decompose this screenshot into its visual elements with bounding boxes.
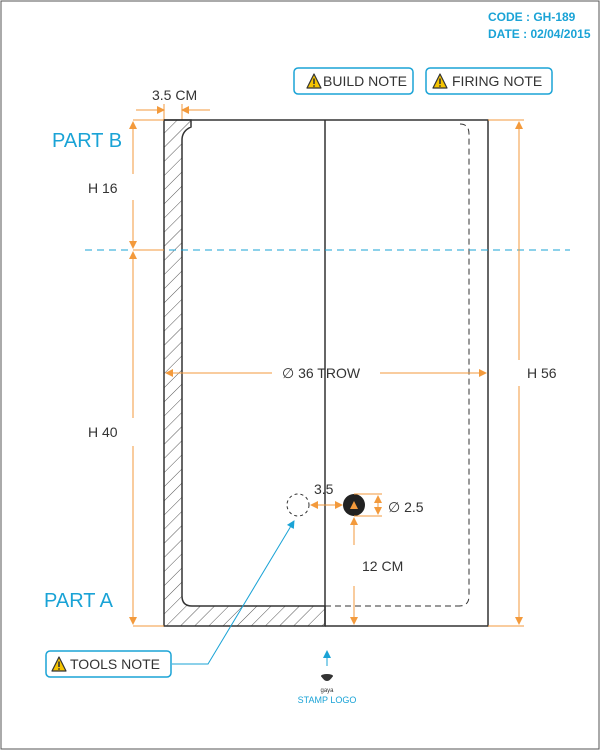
warning-icon (51, 656, 67, 672)
diameter-label: ∅ 36 TROW (282, 365, 361, 381)
part-a-label: PART A (44, 590, 114, 612)
part-a-height-label: H 40 (88, 424, 118, 440)
wall-section-hatched (163, 119, 326, 627)
stamp-logo-caption: STAMP LOGO (298, 695, 357, 705)
vessel-outline (325, 119, 489, 627)
total-height-label: H 56 (527, 365, 557, 381)
logo-brand: gaya (320, 688, 334, 694)
hole-height-label: 12 CM (362, 558, 403, 574)
hole-placeholder (286, 493, 310, 517)
firing-note-label: FIRING NOTE (452, 73, 542, 89)
build-note-button[interactable]: BUILD NOTE (293, 67, 414, 95)
stamp-logo-icon (321, 674, 333, 681)
hole-spacing-label: 3.5 (314, 481, 334, 497)
firing-note-button[interactable]: FIRING NOTE (425, 67, 553, 95)
warning-icon (432, 73, 448, 89)
inner-wall-hidden-line (458, 123, 470, 607)
drawing-code: CODE : GH-189 (488, 10, 576, 24)
drawing-date: DATE : 02/04/2015 (488, 27, 591, 41)
wall-thickness-label: 3.5 CM (152, 87, 197, 103)
tools-note-leader (172, 520, 295, 665)
tools-note-button[interactable]: TOOLS NOTE (45, 650, 172, 678)
hole-diameter-label: ∅ 2.5 (388, 499, 424, 515)
tools-note-label: TOOLS NOTE (70, 656, 160, 672)
warning-icon (306, 73, 322, 89)
part-b-height-label: H 16 (88, 180, 118, 196)
part-b-label: PART B (52, 130, 122, 152)
build-note-label: BUILD NOTE (323, 73, 407, 89)
